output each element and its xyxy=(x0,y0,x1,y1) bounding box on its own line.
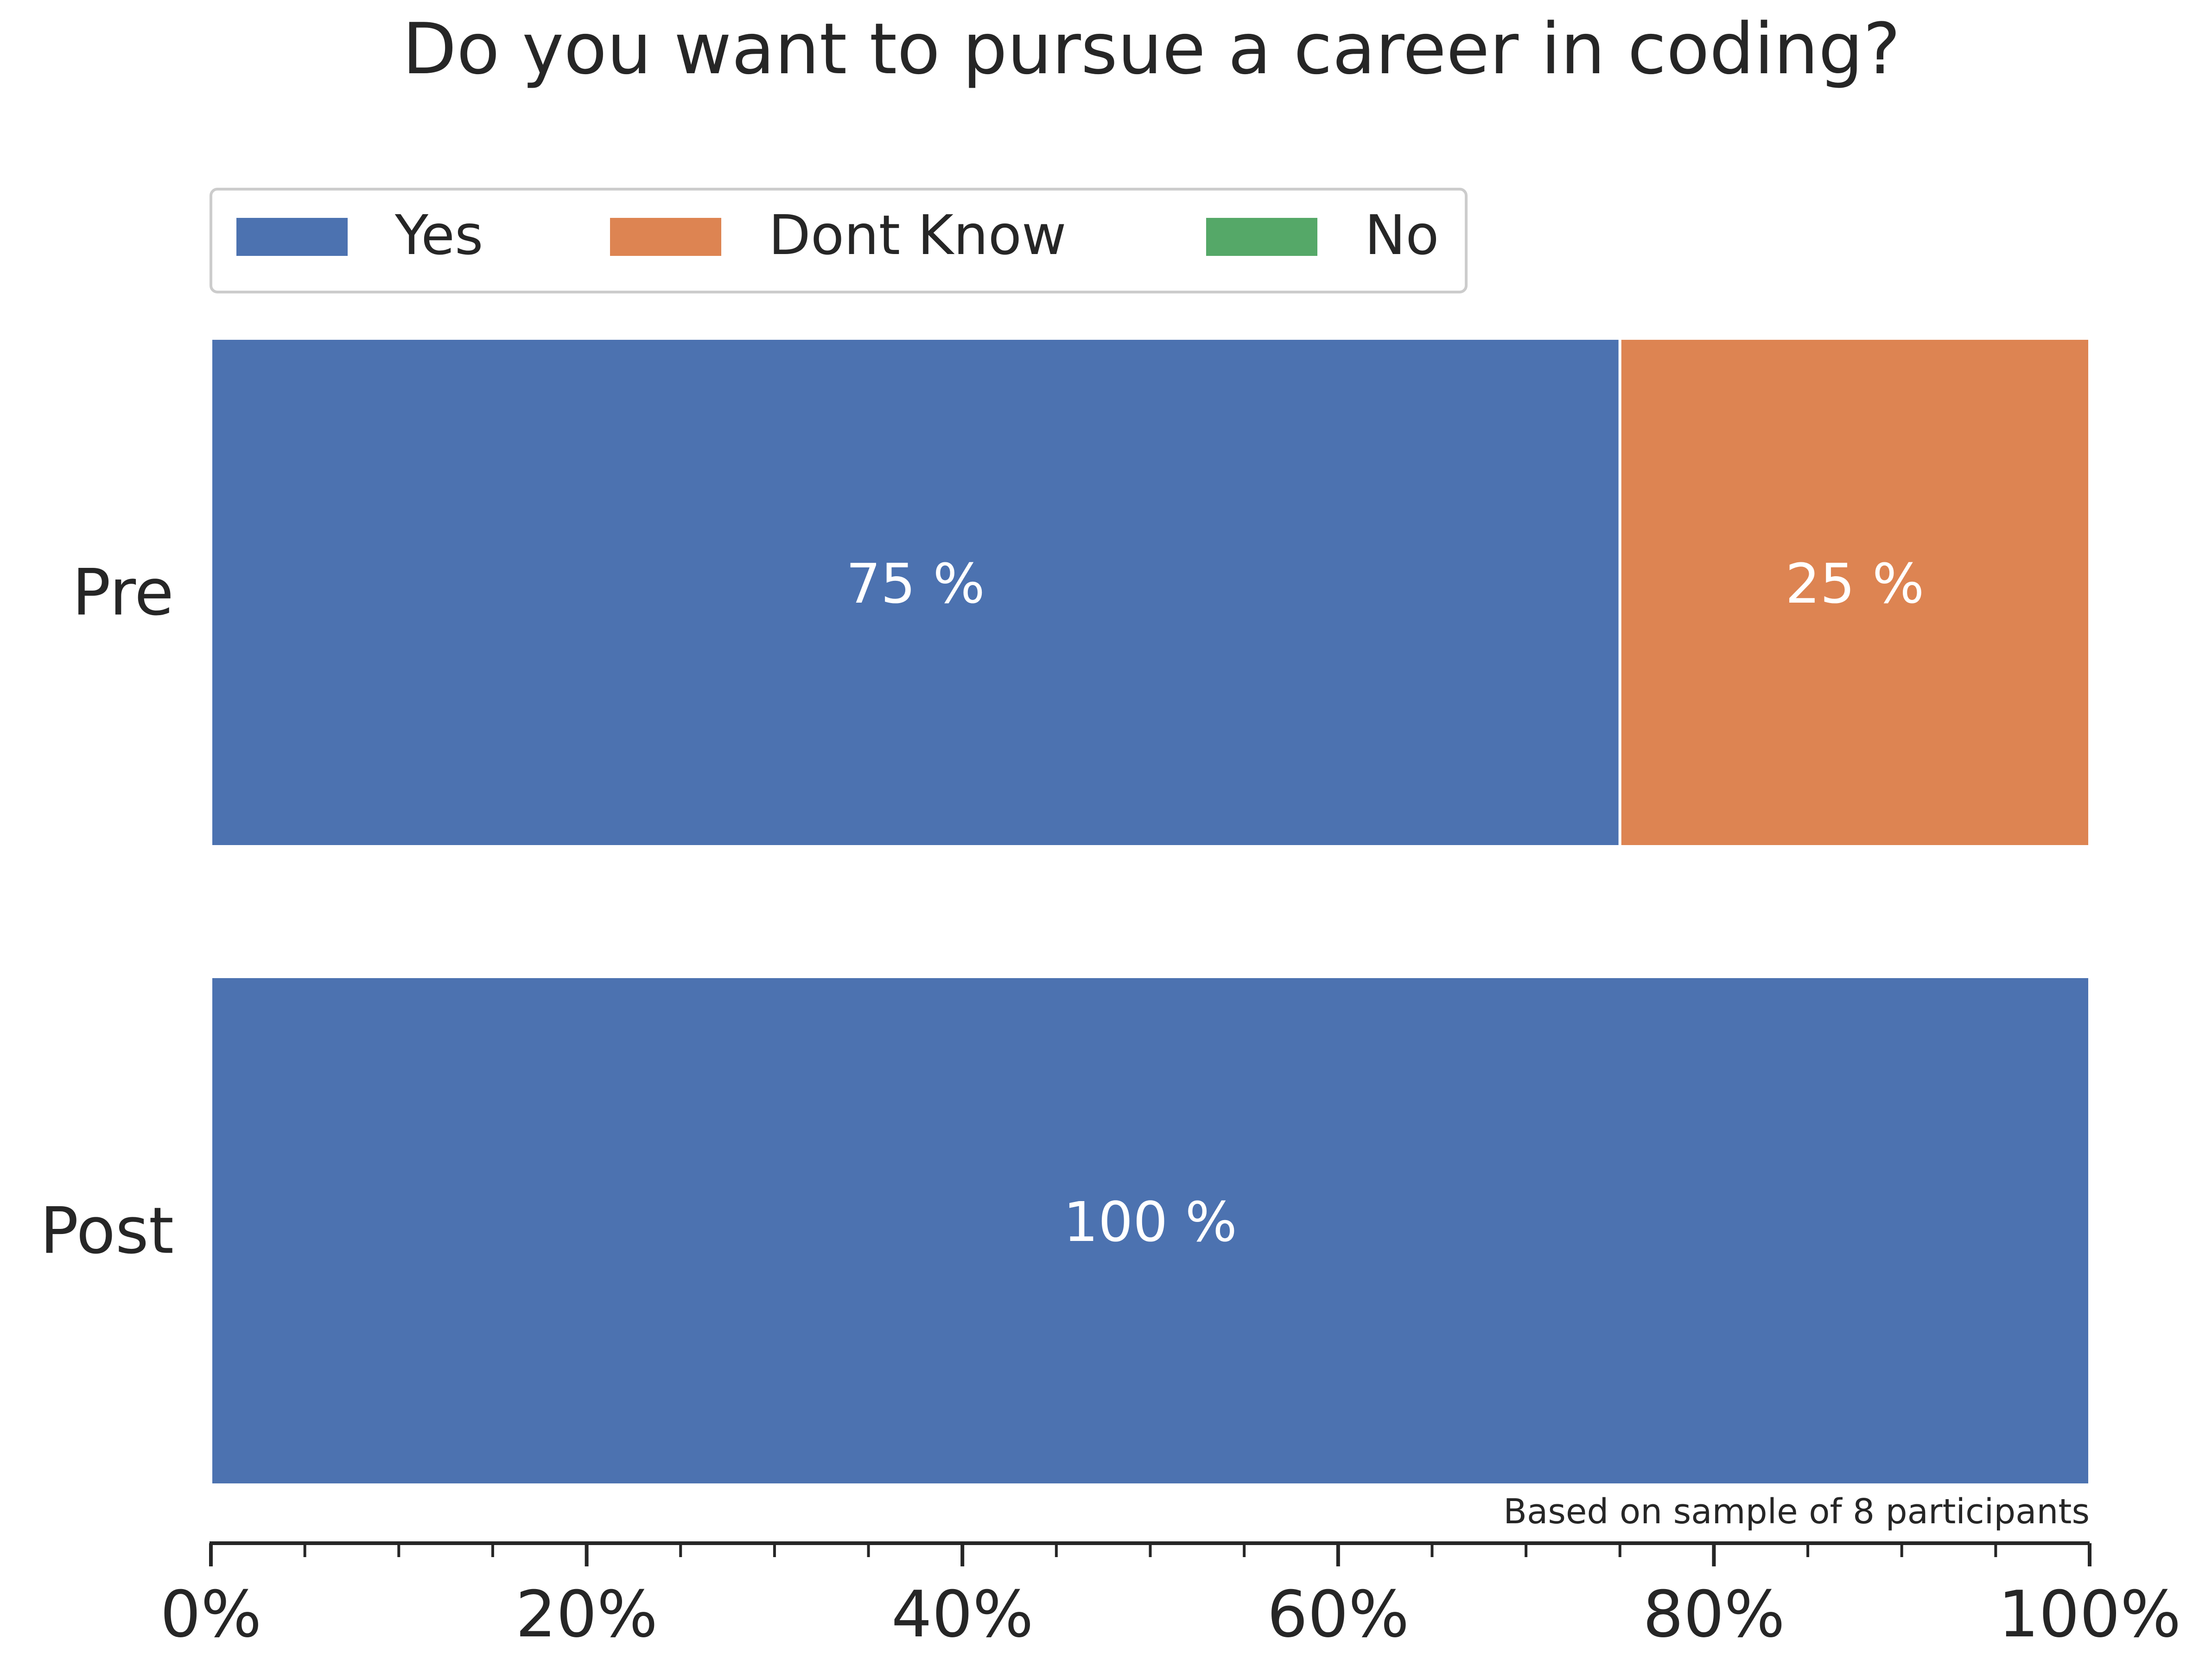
bar-labels: 75 % 25 % 100 % xyxy=(846,552,1924,1254)
sample-note: Based on sample of 8 participants xyxy=(1503,1492,2090,1532)
legend-frame xyxy=(210,188,1468,293)
x-tick-label: 0% xyxy=(160,1577,262,1652)
legend-swatch-no xyxy=(1206,218,1317,256)
data-label-pre-yes: 75 % xyxy=(846,552,985,616)
bar-pre-dont-know xyxy=(1618,337,2091,848)
legend-swatch-dont-know xyxy=(610,218,721,256)
legend-label-no: No xyxy=(1365,203,1439,267)
bars xyxy=(210,337,2091,1486)
x-axis-ticks: 0% 20% 40% 60% 80% 100% xyxy=(160,1543,2181,1652)
y-tick-label-post: Post xyxy=(40,1194,174,1268)
chart-title: Do you want to pursue a career in coding… xyxy=(402,8,1901,90)
bar-post-yes xyxy=(210,975,2091,1486)
y-tick-labels: Pre Post xyxy=(40,555,174,1268)
x-tick-label: 40% xyxy=(891,1577,1034,1652)
legend-label-yes: Yes xyxy=(394,203,483,267)
legend-label-dont-know: Dont Know xyxy=(769,203,1067,267)
x-tick-label: 60% xyxy=(1267,1577,1409,1652)
legend: Yes Dont Know No xyxy=(210,188,1468,293)
x-tick-label: 20% xyxy=(515,1577,658,1652)
data-label-post-yes: 100 % xyxy=(1063,1190,1237,1254)
x-tick-label: 80% xyxy=(1643,1577,1785,1652)
x-tick-label: 100% xyxy=(1998,1577,2181,1652)
data-label-pre-dont-know: 25 % xyxy=(1785,552,1924,616)
bar-pre-yes xyxy=(210,337,1621,848)
y-tick-label-pre: Pre xyxy=(72,555,174,630)
legend-swatch-yes xyxy=(236,218,348,256)
